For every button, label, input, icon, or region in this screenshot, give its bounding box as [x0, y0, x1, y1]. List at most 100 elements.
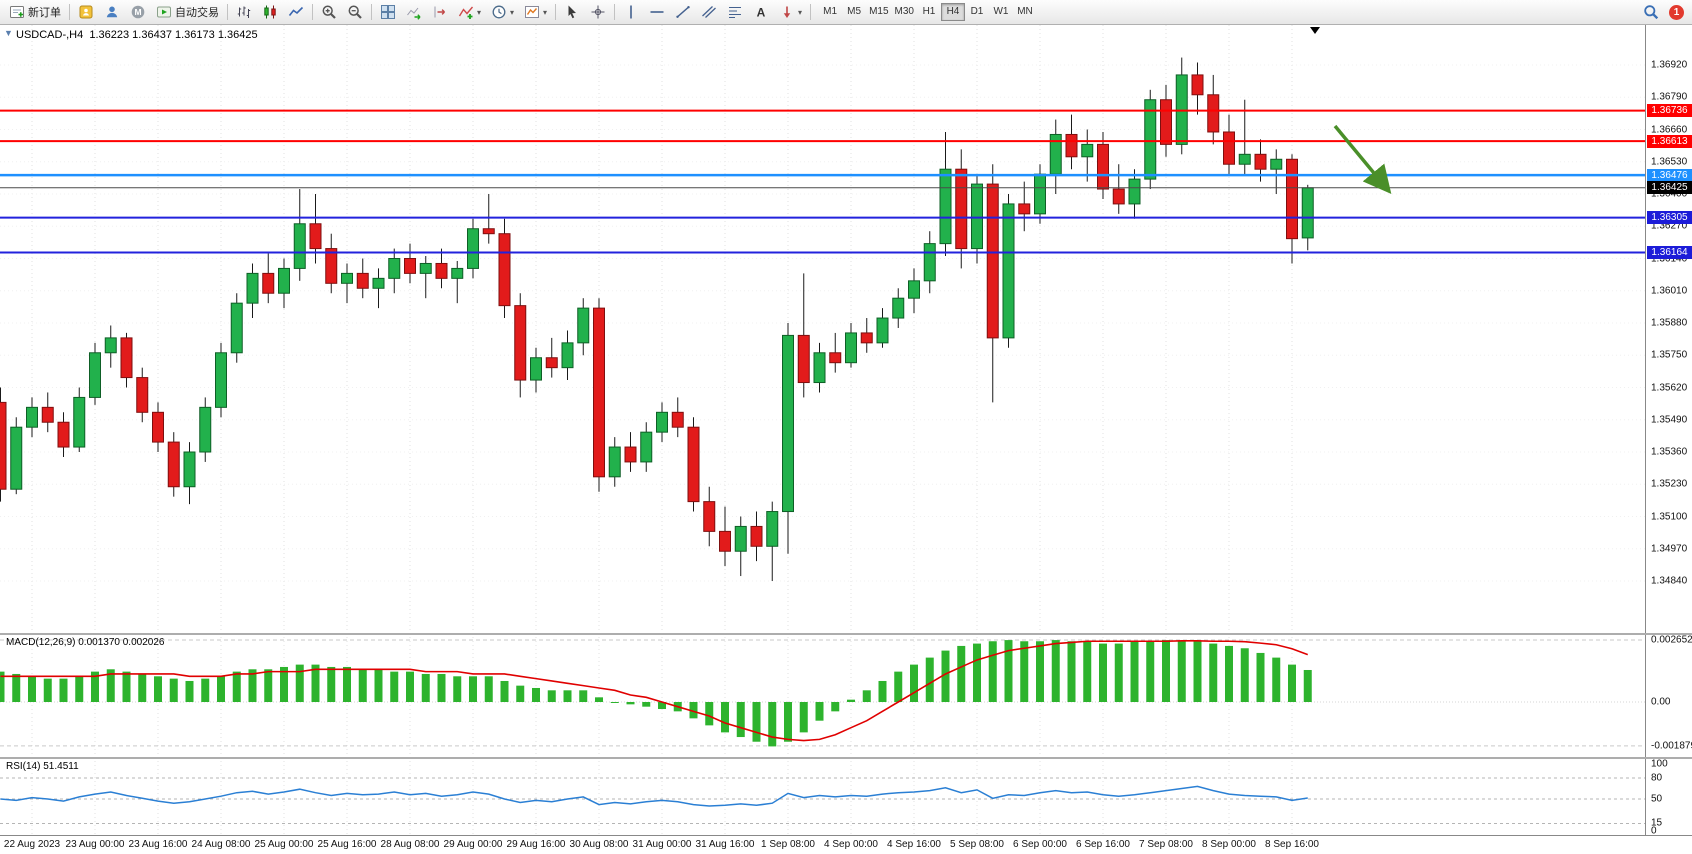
price-axis-label: 1.36010 [1651, 285, 1688, 297]
time-axis-label: 8 Sep 00:00 [1202, 839, 1256, 850]
macd-bar [201, 678, 210, 702]
chart-title: USDCAD-,H4 1.36223 1.36437 1.36173 1.364… [16, 29, 258, 41]
timeframe-buttons-group: M1 M5 M15 M30 H1 H4 D1 W1 MN [818, 3, 1037, 21]
timeframe-h1-button[interactable]: H1 [922, 6, 936, 17]
candle-body [0, 401, 7, 490]
annotation-arrow[interactable] [1333, 124, 1392, 195]
macd-axis-label: 0.002652 [1651, 634, 1692, 646]
price-axis-label: 1.35880 [1651, 317, 1688, 329]
timeframe-mn-button[interactable]: MN [1017, 6, 1033, 17]
candle-body [356, 272, 369, 289]
timeframe-m30-button[interactable]: M30 [894, 6, 914, 17]
templates-button[interactable]: ▾ [519, 2, 552, 23]
macd-bar [973, 643, 981, 702]
account-button[interactable] [73, 2, 99, 23]
candle-body [876, 317, 889, 344]
crosshair-icon [590, 4, 606, 20]
toolbar-separator [227, 4, 228, 20]
timeframe-d1-button[interactable]: D1 [970, 6, 984, 17]
community-button[interactable] [99, 2, 125, 23]
candle-body [482, 228, 495, 235]
one-click-trading-toggle[interactable]: ▼ [4, 28, 13, 38]
macd-bar [0, 671, 5, 702]
macd-bar [532, 687, 540, 702]
candle-body [1018, 203, 1031, 215]
candle-body [813, 352, 826, 384]
candlestick-chart-button[interactable] [257, 2, 283, 23]
macd-bar [847, 699, 855, 702]
time-axis-label: 30 Aug 08:00 [569, 839, 629, 850]
fibonacci-button[interactable] [722, 2, 748, 23]
time-axis-label: 6 Sep 16:00 [1076, 839, 1130, 850]
macd-bar [248, 669, 257, 702]
periods-button[interactable]: ▾ [486, 2, 519, 23]
macd-bar [43, 678, 52, 702]
macd-bar [327, 666, 336, 702]
timeframe-h4-button[interactable]: H4 [940, 3, 965, 21]
chart-shift-button[interactable] [427, 2, 453, 23]
crosshair-button[interactable] [585, 2, 611, 23]
rsi-panel-splitter[interactable] [0, 757, 1692, 759]
candle-body [1002, 203, 1015, 339]
autoscroll-icon [406, 4, 422, 20]
candle-body [986, 183, 999, 339]
macd-bar [642, 702, 651, 707]
cursor-button[interactable] [559, 2, 585, 23]
algo-trading-button[interactable]: 自动交易 [151, 2, 224, 23]
arrows-button[interactable]: ▾ [774, 2, 807, 23]
bar-chart-button[interactable] [231, 2, 257, 23]
horizontal-line-button[interactable] [644, 2, 670, 23]
time-axis-label: 25 Aug 16:00 [317, 839, 377, 850]
toolbar-separator [312, 4, 313, 20]
indicators-button[interactable]: ▾ [453, 2, 486, 23]
zoom-in-button[interactable] [316, 2, 342, 23]
macd-bar [264, 669, 273, 702]
candle-body [293, 223, 306, 269]
macd-signal-line [0, 639, 1309, 742]
time-axis-label: 23 Aug 16:00 [128, 839, 188, 850]
horizontal-level-lines[interactable] [0, 109, 1645, 254]
macd-bar [579, 690, 588, 702]
macd-bar [1272, 657, 1281, 702]
macd-axis-label: 0.00 [1651, 696, 1671, 708]
candle-body [624, 446, 637, 463]
timeframe-w1-button[interactable]: W1 [993, 6, 1009, 17]
notifications-badge[interactable]: 1 [1669, 4, 1684, 20]
dropdown-caret-icon: ▾ [798, 7, 803, 17]
search-button[interactable] [1638, 2, 1664, 23]
mql5-button[interactable]: M [125, 2, 151, 23]
equidistant-channel-button[interactable] [696, 2, 722, 23]
trendline-button[interactable] [670, 2, 696, 23]
zoom-out-button[interactable] [342, 2, 368, 23]
timeframe-m1-button[interactable]: M1 [823, 6, 838, 17]
candle-body [561, 342, 574, 369]
macd-bar [1020, 641, 1029, 702]
zoom-out-icon [347, 4, 363, 20]
timeframe-m15-button[interactable]: M15 [869, 6, 889, 17]
candle-body [1223, 131, 1235, 165]
text-button[interactable]: A [748, 2, 774, 23]
macd-bar [1225, 645, 1233, 702]
line-chart-button[interactable] [283, 2, 309, 23]
candle-body [167, 441, 180, 488]
chart-ohlc: 1.36223 1.36437 1.36173 1.36425 [89, 29, 258, 41]
macd-panel-splitter[interactable] [0, 633, 1692, 635]
price-axis-label: 1.36530 [1651, 156, 1688, 168]
candle-body [152, 411, 164, 443]
macd-bar [1146, 641, 1155, 702]
new-order-button[interactable]: 新订单 [4, 2, 66, 23]
time-axis-label: 22 Aug 2023 [3, 839, 61, 850]
timeframe-m5-button[interactable]: M5 [847, 6, 862, 17]
tile-windows-button[interactable] [375, 2, 401, 23]
template-icon [524, 4, 540, 20]
macd-bar [1240, 648, 1249, 702]
vertical-line-button[interactable] [618, 2, 644, 23]
time-axis[interactable]: 22 Aug 2023 23 Aug 00:00 23 Aug 16:00 24 Au… [0, 835, 1692, 854]
macd-bar [421, 673, 430, 702]
macd-bar [658, 702, 666, 710]
macd-bar [12, 673, 21, 702]
candle-body [246, 272, 259, 304]
auto-scroll-button[interactable] [401, 2, 427, 23]
price-axis[interactable]: 1.369201.367901.366601.365301.364001.362… [1645, 25, 1692, 837]
